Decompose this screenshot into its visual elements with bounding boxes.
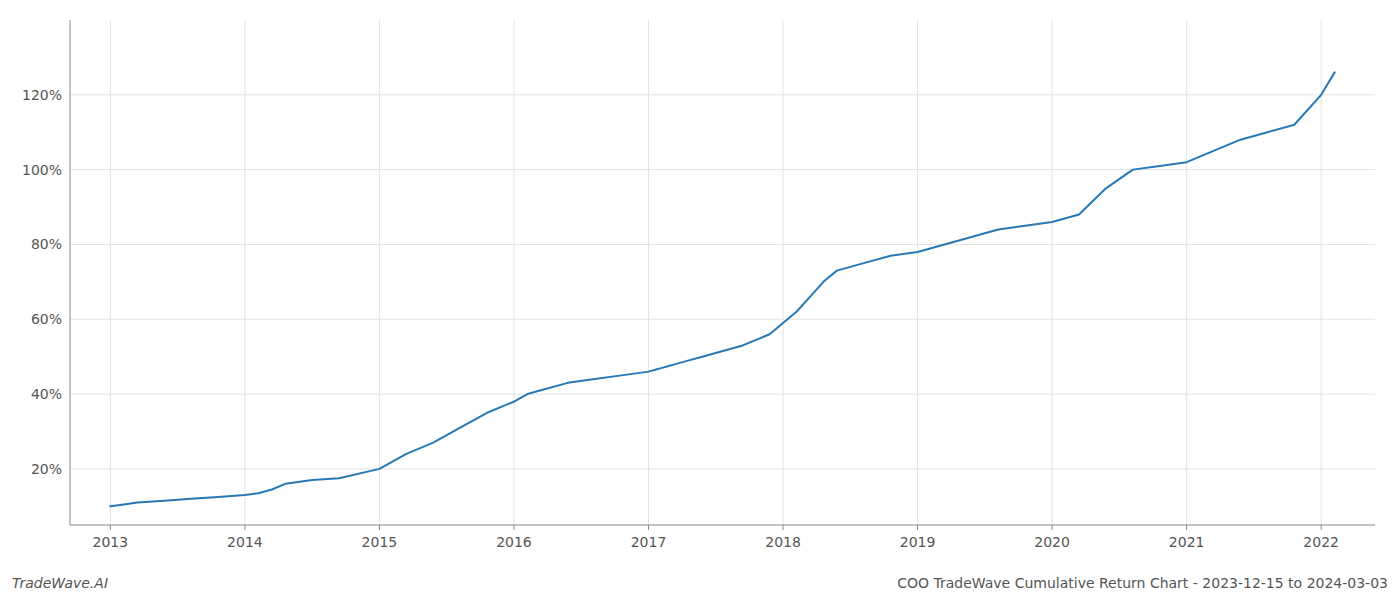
grid-line-y (70, 94, 1375, 95)
grid-line-x (1052, 20, 1053, 525)
x-tick-label: 2019 (900, 534, 936, 550)
y-tick-label: 120% (22, 87, 62, 103)
x-tick-label: 2015 (362, 534, 398, 550)
y-tick-label: 60% (31, 311, 62, 327)
y-axis: 20% 40% 60% 80% 100% 120% (22, 87, 62, 477)
x-tick-label: 2014 (227, 534, 263, 550)
grid-line-y (70, 319, 1375, 320)
grid-line-y (70, 394, 1375, 395)
x-tick-label: 2020 (1034, 534, 1070, 550)
grid-line-x (648, 20, 649, 525)
x-tick (917, 525, 918, 530)
x-tick (244, 525, 245, 530)
x-tick (1186, 525, 1187, 530)
x-tick (783, 525, 784, 530)
chart-svg: 2013 2014 2015 2016 2017 2018 2019 2020 2021 2022… (0, 0, 1400, 600)
background (0, 0, 1400, 600)
grid-line-y (70, 244, 1375, 245)
x-tick (379, 525, 380, 530)
x-axis-line (70, 525, 1375, 526)
y-axis-line (70, 20, 71, 525)
grid (70, 20, 1375, 525)
plot-marks (110, 72, 1334, 506)
x-tick (1052, 525, 1053, 530)
watermark: TradeWave.AI (12, 575, 108, 591)
grid-line-x (783, 20, 784, 525)
x-tick (110, 525, 111, 530)
y-tick-label: 80% (31, 236, 62, 252)
return-line (110, 72, 1334, 506)
grid-line-y (70, 169, 1375, 170)
x-tick-label: 2021 (1169, 534, 1205, 550)
y-tick-label: 40% (31, 386, 62, 402)
y-tick-label: 100% (22, 162, 62, 178)
chart-container: 2013 2014 2015 2016 2017 2018 2019 2020 2021 2022… (0, 0, 1400, 600)
grid-line-x (917, 20, 918, 525)
grid-line-x (513, 20, 514, 525)
x-tick (513, 525, 514, 530)
grid-line-x (1186, 20, 1187, 525)
x-tick-label: 2017 (631, 534, 667, 550)
x-tick-label: 2013 (93, 534, 129, 550)
grid-line-x (244, 20, 245, 525)
x-axis: 2013 2014 2015 2016 2017 2018 2019 2020 2021 2022 (93, 525, 1339, 550)
x-tick-label: 2022 (1303, 534, 1339, 550)
y-tick-label: 20% (31, 461, 62, 477)
chart-title: COO TradeWave Cumulative Return Chart - … (897, 575, 1388, 591)
grid-line-x (379, 20, 380, 525)
x-tick (1321, 525, 1322, 530)
grid-line-x (110, 20, 111, 525)
x-tick-label: 2018 (765, 534, 801, 550)
grid-line-y (70, 468, 1375, 469)
x-tick-label: 2016 (496, 534, 532, 550)
x-tick (648, 525, 649, 530)
